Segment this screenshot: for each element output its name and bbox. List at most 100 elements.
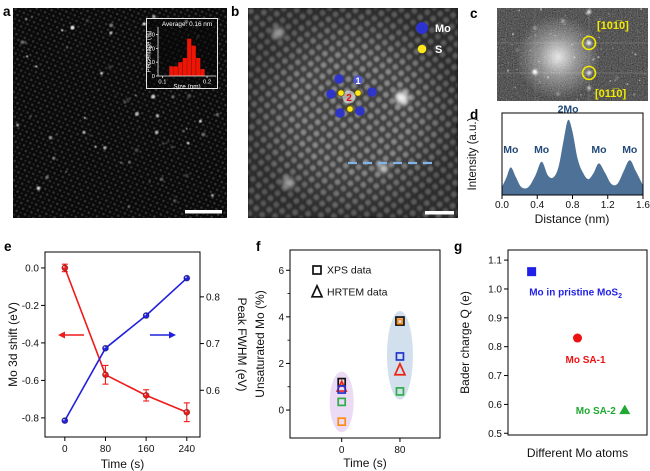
fft-reflection-spots — [515, 10, 619, 96]
data-point — [310, 283, 324, 298]
histogram-canvas: 0 10 20 30 0.1 0.2 Average: 0.16 nm Size (nm) Pe… — [147, 21, 216, 89]
svg-text:240: 240 — [178, 444, 195, 455]
site-2-halo — [342, 90, 356, 104]
group-highlight — [386, 310, 413, 400]
f-xlabel: Time (s) — [343, 456, 387, 470]
point-label: Mo SA-1 — [566, 355, 606, 366]
svg-text:0: 0 — [278, 406, 284, 417]
fft-canvas: [101̅0] [011̅0] — [497, 8, 648, 101]
inset-ylabel: Percentage (%) — [147, 31, 153, 73]
svg-text:-0.6: -0.6 — [22, 376, 40, 387]
point-label: Mo SA-2 — [576, 406, 616, 417]
legend-label: HRTEM data — [327, 287, 388, 299]
hist-bar — [200, 69, 205, 76]
hist-bar — [196, 58, 201, 76]
svg-text:6: 6 — [278, 266, 284, 277]
reflection-circle-top — [581, 35, 597, 51]
svg-text:80: 80 — [100, 444, 112, 455]
reflection-circle-bottom — [581, 65, 597, 81]
data-point — [393, 361, 407, 376]
bader-point-1: Mo in pristine MoS2 — [527, 267, 622, 300]
right-axis-arrow — [150, 331, 176, 339]
fft-noise-dots — [497, 8, 648, 101]
e-right-ylabel: Peak FWHM (eV) — [235, 297, 249, 391]
inset-title: Average: 0.16 nm — [162, 21, 212, 28]
left-axis-arrow — [58, 331, 84, 339]
legend: XPS data HRTEM data — [310, 265, 388, 299]
unsaturated-mo-chart: 0 2 4 6 0 80 XPS data HRTEM data Time (s) Unsatur… — [253, 249, 441, 470]
svg-text:2: 2 — [278, 359, 284, 370]
svg-text:1.2: 1.2 — [601, 200, 615, 211]
svg-text:0: 0 — [62, 444, 68, 455]
svg-text:0.8: 0.8 — [488, 342, 502, 353]
svg-text:160: 160 — [138, 444, 155, 455]
svg-text:0.6: 0.6 — [488, 400, 502, 411]
site-2-label: 2 — [346, 93, 352, 104]
reflection-label-top: [101̅0] — [597, 20, 629, 32]
svg-text:0.1: 0.1 — [158, 80, 166, 86]
data-point — [337, 385, 347, 394]
peak-annotation: Mo — [622, 144, 637, 156]
legend-label: XPS data — [327, 265, 372, 277]
svg-text:0.0: 0.0 — [25, 263, 39, 274]
mo-atoms — [326, 74, 377, 118]
data-point — [396, 318, 404, 325]
svg-text:0: 0 — [339, 445, 345, 456]
fft-central-blob — [516, 15, 600, 99]
fwhm-series — [61, 274, 191, 425]
g-xlabel: Different Mo atoms — [527, 446, 628, 460]
site-1-label: 1 — [355, 76, 361, 87]
svg-text:0.0: 0.0 — [495, 200, 509, 211]
atom-legend: Mo S — [416, 22, 451, 56]
svg-text:0.8: 0.8 — [566, 200, 580, 211]
bader-point-2: Mo SA-1 — [566, 333, 606, 366]
svg-text:-0.2: -0.2 — [22, 301, 40, 312]
panel-label-b: b — [231, 4, 240, 19]
svg-text:0.2: 0.2 — [203, 80, 211, 86]
hrtem-canvas: 1 2 Mo S — [248, 8, 458, 218]
svg-text:0: 0 — [152, 74, 155, 80]
data-point — [395, 387, 405, 396]
svg-text:30: 30 — [149, 33, 155, 39]
s-legend-dot — [417, 44, 427, 54]
f-ylabel: Unsaturated Mo (%) — [253, 290, 267, 397]
svg-text:0.5: 0.5 — [488, 429, 502, 440]
bader-charge-chart: 0.5 0.6 0.7 0.8 0.9 1.0 1.1 Mo in pristine MoS2… — [458, 249, 648, 460]
panel-label-c: c — [470, 6, 478, 21]
svg-text:0.9: 0.9 — [488, 313, 502, 324]
panel-label-g: g — [454, 239, 463, 254]
g-ylabel: Bader charge Q (e) — [458, 291, 472, 394]
d-ylabel: Intensity (a.u.) — [467, 117, 479, 190]
peak-annotation: Mo — [503, 144, 518, 156]
svg-text:0.4: 0.4 — [530, 200, 544, 211]
scale-bar-b — [425, 211, 454, 215]
svg-text:1.0: 1.0 — [488, 284, 502, 295]
hist-bar — [182, 58, 187, 76]
panel-label-e: e — [4, 239, 12, 254]
data-point — [395, 316, 405, 326]
mo3d-shift-series — [61, 263, 191, 423]
mo-legend-dot — [416, 22, 428, 34]
data-point — [312, 265, 322, 275]
svg-text:-0.4: -0.4 — [22, 338, 40, 349]
peak-annotation: 2Mo — [558, 104, 579, 116]
data-point — [337, 417, 347, 427]
hist-bar — [191, 45, 196, 76]
inset-xlabel: Size (nm) — [173, 84, 200, 89]
scatter-points — [335, 316, 407, 427]
svg-text:1.6: 1.6 — [636, 200, 650, 211]
svg-text:0.7: 0.7 — [206, 339, 220, 350]
svg-text:0.6: 0.6 — [206, 386, 220, 397]
group-highlight — [329, 371, 354, 433]
svg-text:20: 20 — [149, 46, 155, 52]
s-atoms — [337, 89, 362, 113]
hist-bar — [169, 66, 174, 76]
stem-image-a: 0 10 20 30 0.1 0.2 Average: 0.16 nm Size (nm) Pe… — [13, 8, 227, 218]
svg-text:1.1: 1.1 — [488, 256, 502, 267]
s-legend-label: S — [435, 44, 442, 56]
scale-bar-a — [185, 210, 222, 214]
data-point — [395, 352, 405, 361]
e-left-ylabel: Mo 3d shift (eV) — [6, 302, 20, 387]
atom-model-overlay: 1 2 — [326, 74, 377, 118]
svg-text:4: 4 — [278, 312, 284, 323]
